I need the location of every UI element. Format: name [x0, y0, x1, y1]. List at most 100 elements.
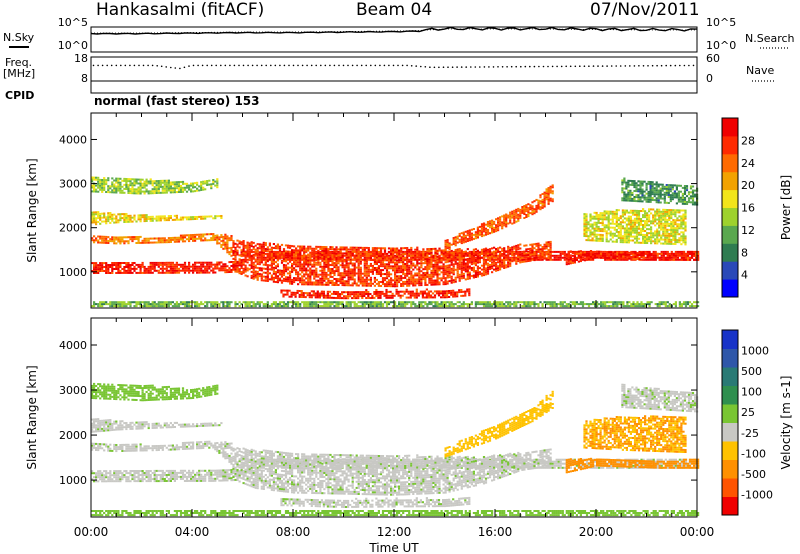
power-cell [169, 237, 172, 239]
power-cell [434, 261, 437, 264]
power-cell [115, 238, 118, 241]
power-cell [398, 269, 401, 272]
power-cell [456, 250, 459, 253]
power-cell [133, 216, 136, 219]
power-cell [339, 280, 342, 283]
power-cell [206, 261, 209, 264]
freq-point [560, 65, 563, 68]
power-cell [373, 257, 376, 259]
power-cell [635, 239, 639, 242]
power-cell [442, 257, 445, 260]
power-cell [312, 294, 315, 297]
power-cell [631, 225, 635, 228]
power-cell [244, 258, 247, 261]
power-cell [408, 278, 411, 281]
power-cell [234, 270, 237, 273]
power-cell [549, 250, 552, 253]
power-cell [633, 227, 637, 230]
power-cell [458, 232, 461, 235]
freq-panel-frame [90, 56, 698, 82]
power-cell [153, 237, 156, 240]
power-cell [343, 272, 346, 275]
power-cell [452, 267, 455, 270]
power-cell [648, 210, 651, 213]
power-cell [519, 212, 522, 215]
power-cell [448, 272, 451, 275]
power-cell [446, 296, 449, 299]
power-cell [359, 272, 362, 275]
power-cell [353, 278, 356, 281]
power-cell [418, 254, 421, 257]
power-cell [371, 247, 374, 250]
power-cell [627, 237, 630, 240]
power-cell [151, 265, 154, 268]
power-cell [377, 255, 380, 258]
power-cell [202, 239, 205, 242]
power-cell [331, 254, 334, 257]
power-cell [605, 218, 608, 221]
power-cell [406, 262, 409, 265]
power-cell [183, 236, 187, 239]
power-cell [278, 277, 282, 280]
power-cell [111, 268, 114, 270]
power-cell [293, 249, 296, 252]
power-cell [307, 253, 310, 256]
power-cell [159, 215, 162, 218]
power-cell [432, 265, 435, 268]
power-cell [293, 251, 296, 254]
power-cell [258, 259, 261, 262]
power-cell [97, 266, 100, 269]
power-cell [436, 277, 439, 280]
power-cell [355, 272, 358, 275]
power-cell [167, 215, 170, 218]
power-cell [404, 269, 407, 271]
power-cell [476, 265, 479, 268]
power-cell [686, 254, 690, 257]
power-cell [91, 219, 94, 222]
power-cell [599, 235, 602, 238]
power-cell [511, 252, 514, 255]
power-cell [109, 264, 112, 266]
power-cell [97, 235, 100, 238]
power-cell [345, 252, 348, 255]
power-cell [601, 212, 604, 215]
power-cell [222, 265, 225, 268]
power-cell [353, 297, 356, 300]
power-cell [379, 281, 383, 283]
power-cell [404, 276, 407, 279]
power-cell [392, 259, 395, 262]
power-cell [315, 271, 318, 274]
power-cell [595, 223, 598, 226]
power-cell [305, 247, 308, 250]
power-cell [629, 229, 632, 232]
power-cell [291, 280, 294, 283]
power-cell [200, 237, 203, 240]
power-cell [482, 256, 486, 259]
power-cell [670, 258, 673, 261]
power-cell [458, 275, 461, 278]
power-cell [400, 253, 403, 256]
power-cell [433, 294, 437, 297]
power-cell [115, 217, 118, 220]
power-cell [337, 256, 340, 259]
power-cell [232, 254, 235, 256]
power-cell [230, 265, 233, 267]
power-cell [137, 241, 140, 244]
power-cell [442, 271, 445, 274]
power-cell [228, 239, 231, 242]
power-cell [133, 262, 136, 264]
power-cell [315, 250, 318, 253]
power-cell [107, 214, 110, 217]
power-cell [143, 265, 146, 268]
power-cell [470, 275, 473, 277]
power-cell [208, 261, 211, 264]
power-cell [438, 257, 441, 260]
power-cell [603, 218, 606, 221]
power-cell [623, 217, 626, 220]
power-cell [605, 234, 608, 237]
power-cell [333, 266, 336, 269]
freq-point [474, 66, 477, 68]
power-cell [341, 266, 344, 269]
power-cell [547, 198, 550, 201]
power-cell [599, 237, 602, 240]
